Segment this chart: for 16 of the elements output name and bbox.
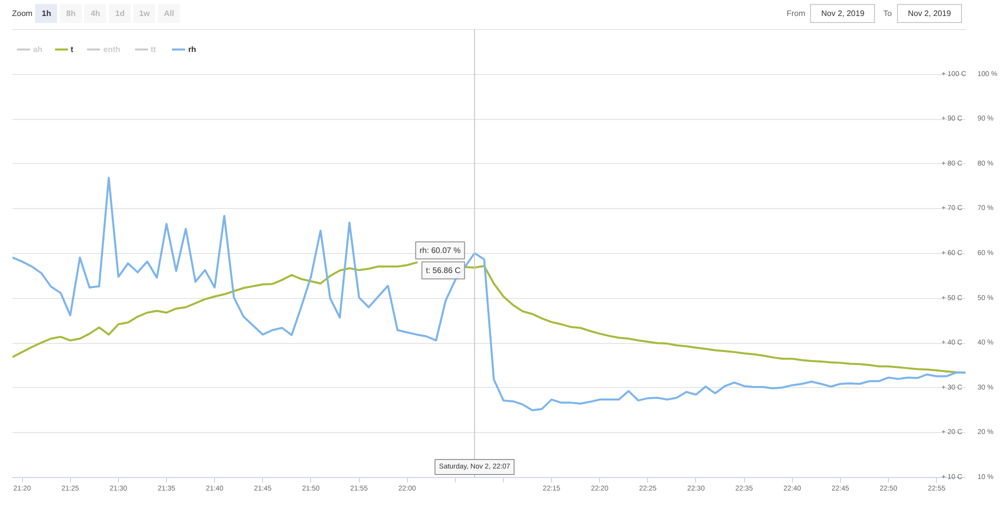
text: 8h (60, 4, 82, 23)
text: 1h (35, 4, 58, 23)
text: All (158, 4, 180, 23)
annotation: t: 56.86 C (426, 266, 461, 275)
text: Zoom (12, 8, 32, 20)
text: From (786, 8, 806, 20)
text: 1w (133, 4, 156, 23)
text: 1d (108, 4, 131, 23)
line-series (12, 176, 966, 412)
text: 4h (84, 4, 106, 23)
text: Nov 2, 2019 (896, 4, 962, 23)
text: Nov 2, 2019 (810, 4, 876, 23)
annotation: rh: 60.07 % (420, 246, 461, 255)
legend-label: t (70, 44, 74, 56)
legend-label: rh (188, 44, 198, 56)
text: To (883, 8, 892, 20)
